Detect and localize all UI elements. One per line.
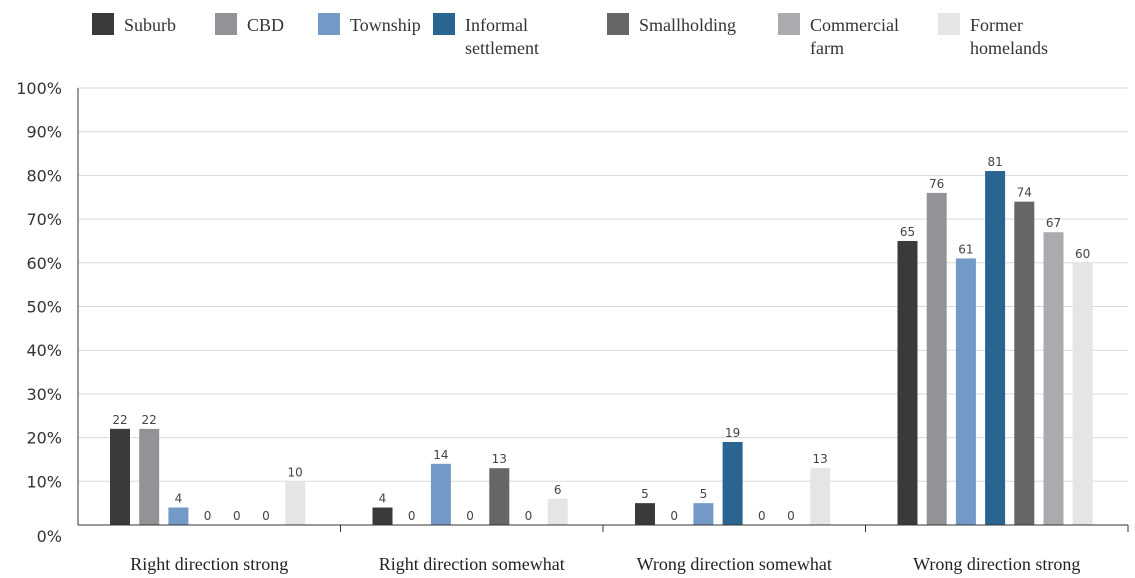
- bar: [110, 428, 130, 525]
- category-label: Right direction somewhat: [379, 554, 565, 574]
- data-label: 81: [987, 155, 1002, 169]
- y-tick-label: 10%: [26, 472, 62, 491]
- bar: [139, 428, 160, 525]
- y-tick-labels: 0% 10% 20% 30% 40% 50% 60% 70% 80% 90% 100%: [16, 79, 62, 546]
- bar: [722, 441, 743, 525]
- data-label: 0: [466, 509, 474, 523]
- legend: Suburb CBD Township Informal settlement Small…: [92, 13, 1048, 58]
- bar: [635, 503, 655, 525]
- category-label: Wrong direction strong: [913, 554, 1080, 574]
- data-label: 0: [233, 509, 241, 523]
- data-label: 13: [813, 452, 828, 466]
- data-label: 10: [288, 465, 303, 479]
- bar: [926, 192, 947, 525]
- bar: [168, 507, 189, 525]
- data-label: 0: [787, 509, 795, 523]
- data-labels: 22 4 5 65 22 0 0 76 4 14 5 61 0 0 19 81 0 13 0 74 0 0 0 67 10 6 13…: [112, 155, 1090, 523]
- legend-swatch: [215, 13, 237, 35]
- data-label: 14: [433, 448, 448, 462]
- data-label: 65: [900, 225, 915, 239]
- legend-swatch: [433, 13, 455, 35]
- legend-label: farm: [810, 38, 844, 58]
- bar: [372, 507, 393, 525]
- y-tick-label: 80%: [26, 166, 62, 185]
- bar: [810, 468, 831, 525]
- bar: [985, 171, 1006, 525]
- bar: [1072, 262, 1093, 525]
- legend-label: Smallholding: [639, 15, 736, 35]
- category-label: Wrong direction somewhat: [637, 554, 832, 574]
- bar: [547, 498, 568, 525]
- bars: [110, 171, 1093, 525]
- bar: [1014, 201, 1035, 525]
- y-tick-label: 0%: [37, 527, 62, 546]
- y-tick-label: 20%: [26, 429, 62, 448]
- legend-label: settlement: [465, 38, 539, 58]
- x-category-labels: Right direction strong Right direction so…: [130, 554, 1080, 574]
- data-label: 22: [112, 413, 127, 427]
- y-tick-label: 90%: [26, 123, 62, 142]
- data-label: 4: [379, 492, 387, 506]
- data-label: 5: [700, 487, 708, 501]
- data-label: 0: [262, 509, 270, 523]
- legend-label: CBD: [247, 15, 284, 35]
- data-label: 13: [492, 452, 507, 466]
- y-tick-label: 30%: [26, 385, 62, 404]
- legend-label: Township: [350, 15, 421, 35]
- bar: [285, 481, 306, 525]
- data-label: 19: [725, 426, 740, 440]
- legend-swatch: [318, 13, 340, 35]
- data-label: 0: [408, 509, 416, 523]
- bar: [693, 503, 714, 525]
- data-label: 67: [1046, 216, 1061, 230]
- bar: [955, 258, 976, 525]
- bar: [897, 240, 918, 525]
- data-label: 0: [670, 509, 678, 523]
- y-tick-label: 60%: [26, 254, 62, 273]
- legend-label: Suburb: [124, 15, 176, 35]
- legend-label: Former: [970, 15, 1023, 35]
- legend-label: Informal: [465, 15, 528, 35]
- bar: [1043, 232, 1064, 525]
- bar: [430, 463, 451, 525]
- legend-swatch: [938, 13, 960, 35]
- data-label: 0: [758, 509, 766, 523]
- category-label: Right direction strong: [130, 554, 288, 574]
- data-label: 60: [1075, 247, 1090, 261]
- legend-swatch: [607, 13, 629, 35]
- data-label: 22: [142, 413, 157, 427]
- data-label: 4: [175, 492, 183, 506]
- y-tick-label: 40%: [26, 341, 62, 360]
- axes: [77, 88, 1129, 532]
- bar: [489, 468, 510, 525]
- data-label: 0: [525, 509, 533, 523]
- legend-label: Commercial: [810, 15, 899, 35]
- data-label: 74: [1017, 186, 1032, 200]
- legend-label: homelands: [970, 38, 1048, 58]
- y-tick-label: 50%: [26, 298, 62, 317]
- y-tick-label: 100%: [16, 79, 62, 98]
- gridlines: [78, 87, 1128, 482]
- data-label: 76: [929, 177, 944, 191]
- y-tick-label: 70%: [26, 210, 62, 229]
- data-label: 61: [958, 242, 973, 256]
- legend-swatch: [778, 13, 800, 35]
- data-label: 6: [554, 483, 562, 497]
- legend-swatch: [92, 13, 114, 35]
- data-label: 0: [204, 509, 212, 523]
- data-label: 5: [641, 487, 649, 501]
